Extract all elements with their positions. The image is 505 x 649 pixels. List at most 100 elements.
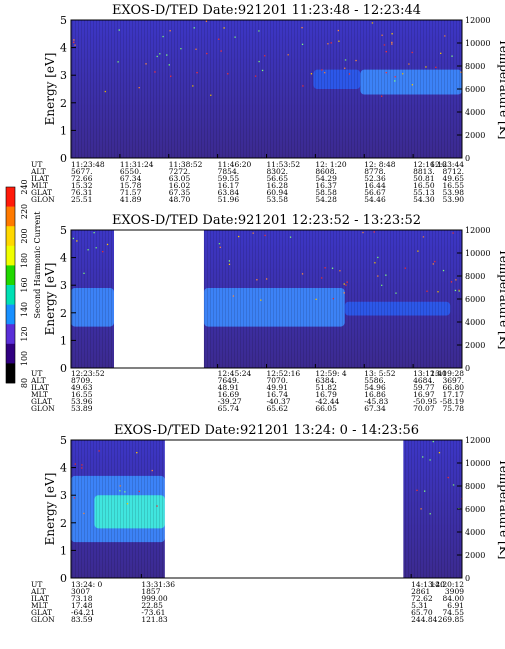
- table-cell: 59.77: [413, 383, 435, 392]
- table-cell: 54.30: [413, 195, 435, 204]
- table-cell: 70.07: [413, 404, 435, 413]
- table-cell: -73.61: [141, 608, 165, 617]
- table-cell: 8813.: [413, 167, 434, 176]
- table-row-label: UT: [31, 580, 42, 589]
- y-axis-label: Energy [eV]: [43, 263, 57, 336]
- table-cell: 16.55: [71, 390, 93, 399]
- table-row-label: ILAT: [31, 174, 49, 183]
- table-cell: 12:52:16: [267, 369, 301, 378]
- table-cell: 11:38:52: [169, 160, 203, 169]
- heatmap-texture: [71, 20, 462, 158]
- data-gap-1: [164, 439, 404, 579]
- colorbar-label: Second Harmonic Current: [33, 211, 42, 319]
- table-row-label: ALT: [30, 376, 46, 385]
- table-cell: 999.00: [141, 594, 167, 603]
- table-cell: 72.66: [71, 174, 93, 183]
- table-cell: 49.91: [267, 383, 288, 392]
- table-cell: 67.34: [120, 174, 142, 183]
- y2-tick-label: 8000: [465, 62, 485, 71]
- table-row-label: ILAT: [31, 383, 49, 392]
- table-cell: 16.97: [413, 390, 435, 399]
- table-cell: 16.02: [169, 181, 191, 190]
- table-cell: 56.65: [267, 174, 289, 183]
- colorbar-segment: [6, 363, 15, 384]
- table-cell: 65.74: [218, 404, 240, 413]
- colorbar-tick-label: 160: [20, 277, 29, 292]
- table-cell: 66.80: [443, 383, 465, 392]
- table-cell: 7272.: [169, 167, 190, 176]
- table-cell: 50.81: [413, 174, 434, 183]
- colorbar-tick-label: 180: [20, 253, 29, 268]
- colorbar-segment: [6, 187, 15, 207]
- table-cell: 11:23:48: [71, 160, 105, 169]
- table-cell: 7649.: [218, 376, 239, 385]
- table-cell: 58.58: [315, 188, 337, 197]
- y2-tick-label: 8000: [465, 272, 485, 281]
- table-cell: 11:53:52: [267, 160, 301, 169]
- table-cell: 41.89: [120, 195, 142, 204]
- y-tick-label: 3: [60, 489, 67, 502]
- y-tick-label: 5: [60, 14, 67, 27]
- table-cell: -50.95: [413, 397, 437, 406]
- y2-tick-label: 10000: [465, 39, 490, 48]
- table-row-label: ALT: [30, 167, 46, 176]
- table-cell: 15.32: [71, 181, 93, 190]
- table-cell: 73.18: [71, 594, 93, 603]
- table-cell: 53.58: [267, 195, 289, 204]
- table-cell: 3909: [445, 587, 464, 596]
- table-row-label: GLAT: [31, 608, 52, 617]
- table-cell: 16.55: [443, 181, 465, 190]
- table-row-label: GLON: [31, 615, 55, 624]
- table-cell: 53.90: [443, 195, 465, 204]
- table-cell: 53.96: [71, 397, 93, 406]
- colorbar-tick-label: 100: [20, 351, 29, 366]
- table-cell: 55.13: [413, 188, 435, 197]
- table-cell: 6.91: [447, 601, 464, 610]
- table-cell: 48.70: [169, 195, 191, 204]
- y-tick-label: 0: [60, 572, 67, 585]
- table-cell: 5677.: [71, 167, 92, 176]
- y2-tick-label: 0: [465, 364, 470, 373]
- table-cell: 60.94: [267, 188, 289, 197]
- y2-tick-label: 2000: [465, 551, 485, 560]
- table-cell: 12:23:52: [71, 369, 105, 378]
- y-tick-label: 3: [60, 279, 67, 292]
- y-tick-label: 2: [60, 307, 67, 320]
- y-tick-label: 5: [60, 224, 67, 237]
- y2-tick-label: 6000: [465, 295, 485, 304]
- y-tick-label: 0: [60, 152, 67, 165]
- table-row-label: MLT: [31, 601, 48, 610]
- table-cell: 71.57: [120, 188, 142, 197]
- table-cell: 16.28: [267, 181, 289, 190]
- table-cell: 11:31:24: [120, 160, 154, 169]
- table-row-label: GLON: [31, 404, 55, 413]
- table-cell: 269.85: [438, 615, 464, 624]
- table-cell: 12:45:24: [218, 369, 252, 378]
- colorbar-tick-label: 240: [20, 179, 29, 194]
- table-cell: 49.63: [71, 383, 93, 392]
- y-tick-label: 1: [60, 124, 67, 137]
- y-tick-label: 4: [60, 252, 67, 265]
- table-cell: 51.82: [315, 383, 337, 392]
- y2-tick-label: 0: [465, 154, 470, 163]
- table-cell: 12: 8:48: [364, 160, 396, 169]
- y2-axis-label: Temperature [K]: [497, 249, 505, 350]
- table-row-label: ILAT: [31, 594, 49, 603]
- table-cell: 3007: [71, 587, 90, 596]
- table-cell: 25.51: [71, 195, 92, 204]
- table-cell: 54.46: [364, 195, 386, 204]
- y-tick-label: 0: [60, 362, 67, 375]
- colorbar-segment: [6, 324, 15, 345]
- colorbar-segment: [6, 304, 15, 325]
- table-cell: 16.17: [218, 181, 240, 190]
- table-cell: 48.91: [218, 383, 239, 392]
- table-cell: 16.74: [267, 390, 289, 399]
- table-cell: 16.79: [315, 390, 337, 399]
- table-cell: 16.37: [315, 181, 337, 190]
- panel-1: EXOS-D/TED Date:921201 11:23:48 - 12:23:…: [30, 3, 505, 204]
- y2-tick-label: 12000: [465, 436, 490, 445]
- table-cell: 13: 5:52: [364, 369, 396, 378]
- colorbar-tick-label: 220: [20, 204, 29, 219]
- table-cell: 121.83: [141, 615, 167, 624]
- table-cell: 72.62: [411, 594, 433, 603]
